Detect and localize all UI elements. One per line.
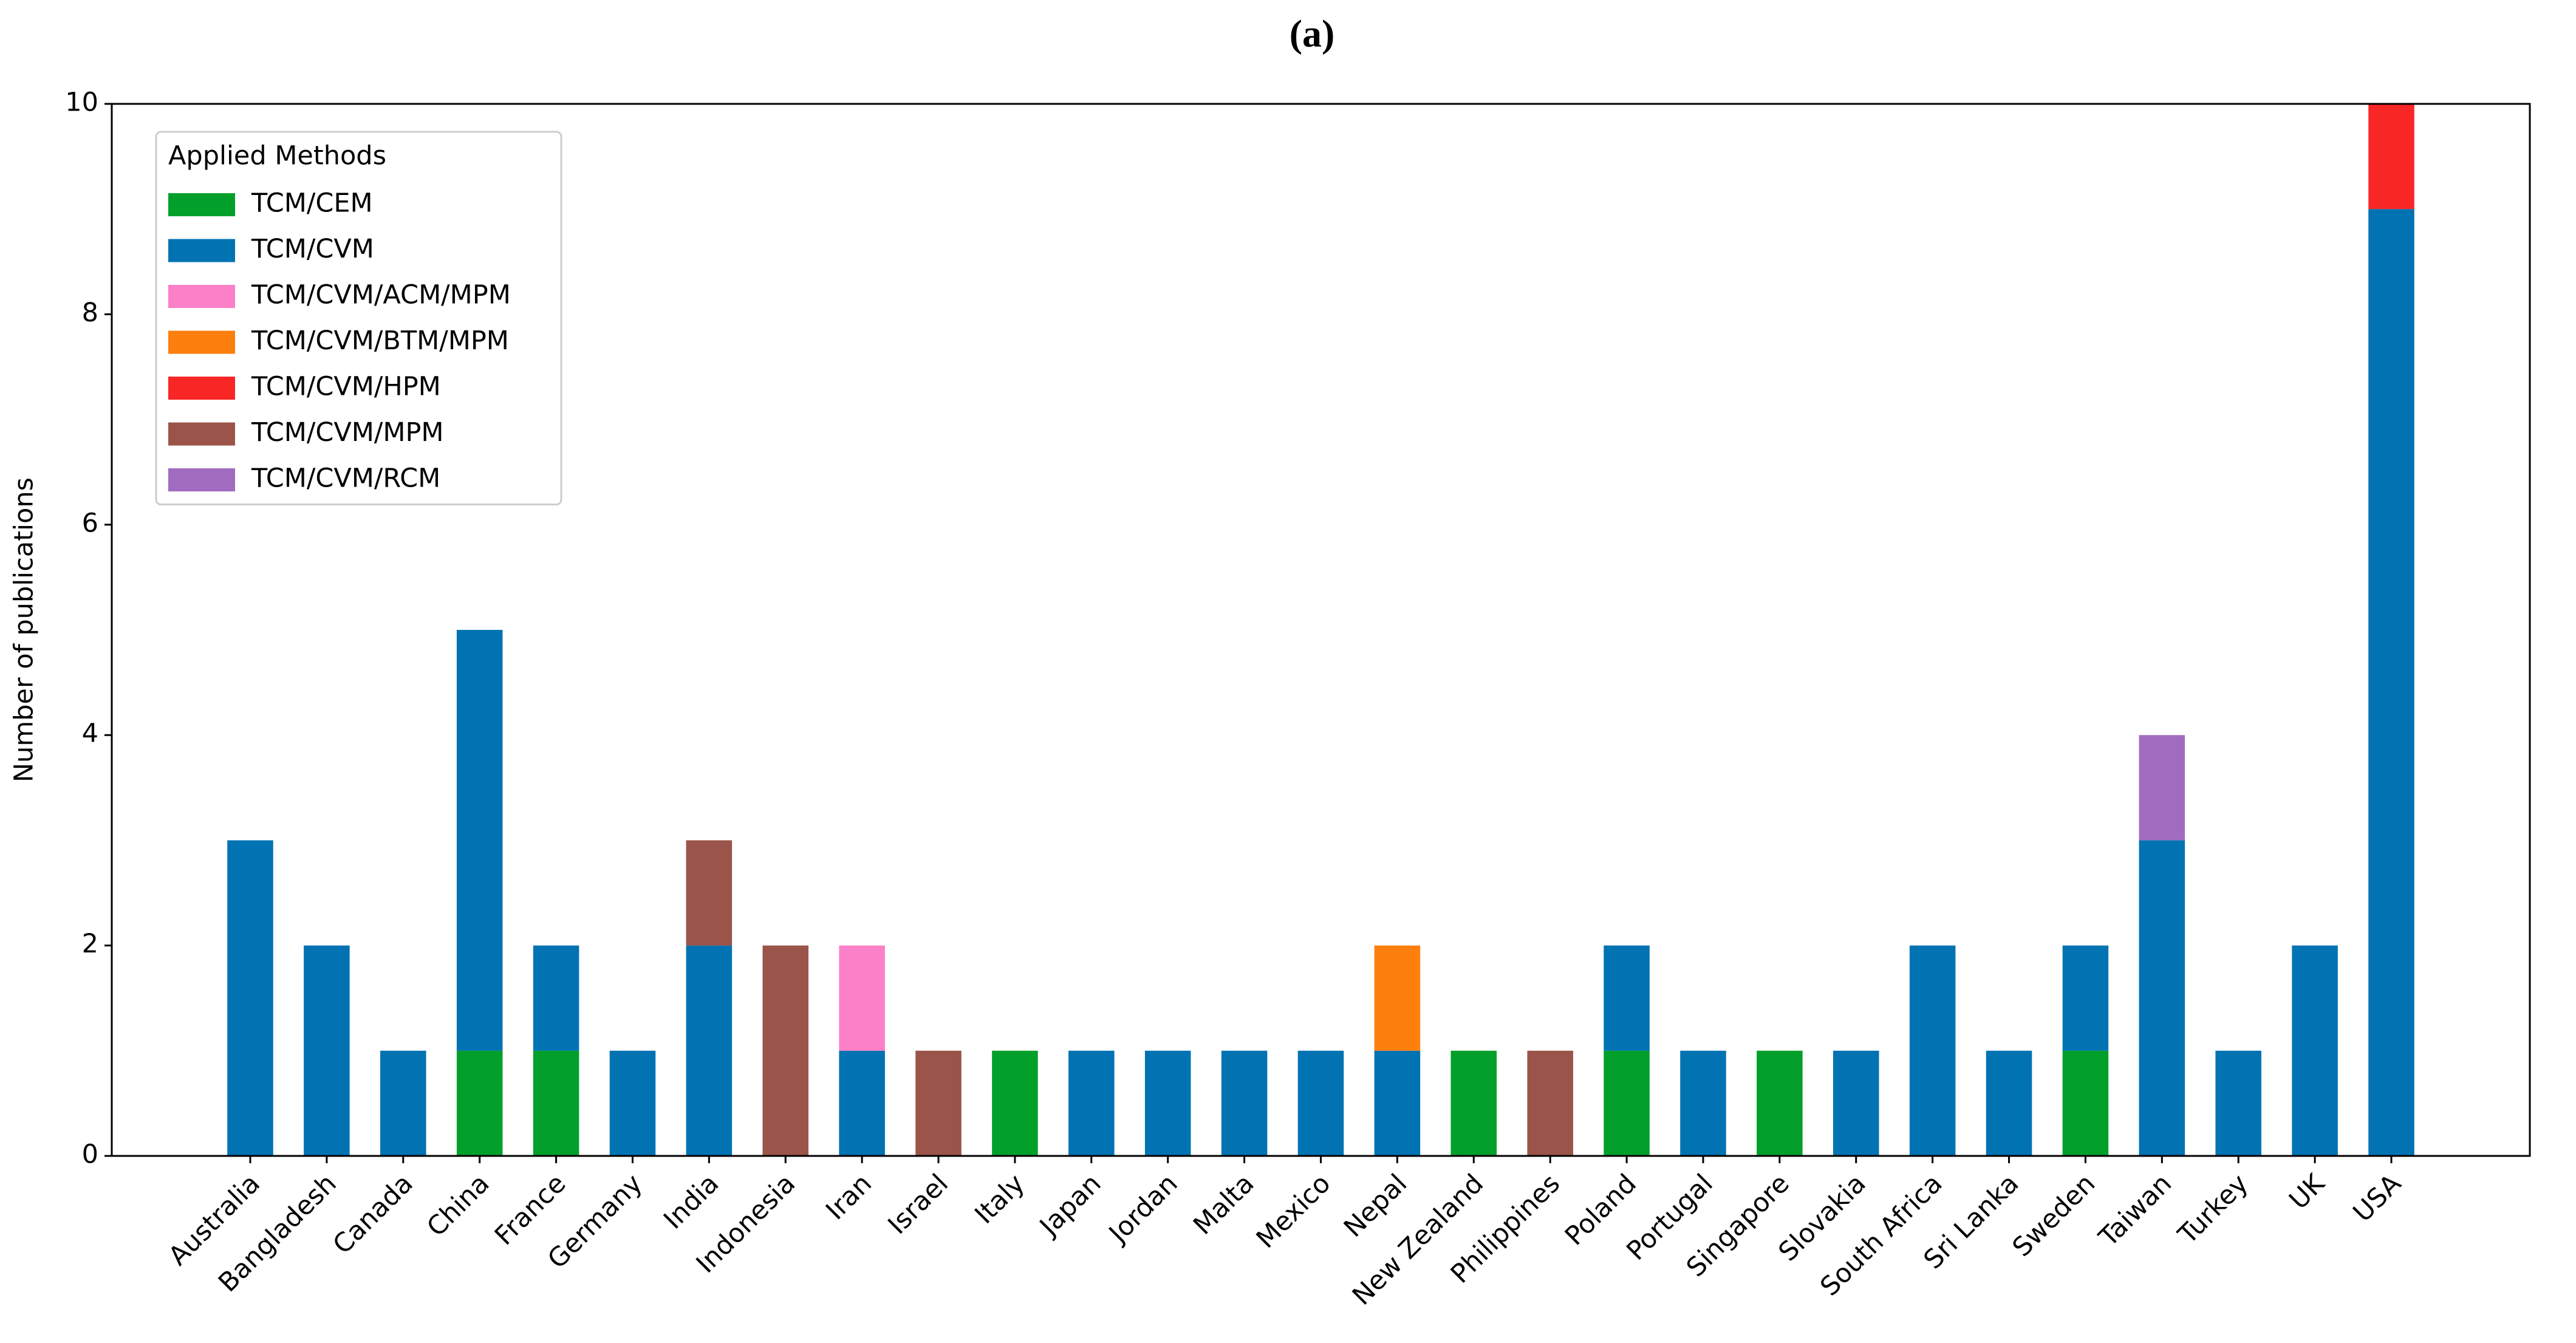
legend-swatch xyxy=(168,193,235,216)
bar-segment xyxy=(2139,735,2185,841)
x-tick-label: Iran xyxy=(820,1169,878,1226)
y-tick-label: 6 xyxy=(82,508,98,538)
x-tick-label: USA xyxy=(2348,1168,2408,1228)
legend-swatch xyxy=(168,330,235,354)
plot-frame xyxy=(111,103,2531,1157)
bar-segment xyxy=(915,1050,962,1156)
legend-box xyxy=(155,131,562,505)
y-tick-label: 4 xyxy=(82,719,98,749)
bar-segment xyxy=(839,1050,885,1156)
bar-segment xyxy=(1680,1050,1726,1156)
bar-segment xyxy=(992,1050,1038,1156)
x-tick-label: India xyxy=(658,1169,725,1235)
y-tick-label: 0 xyxy=(82,1140,98,1170)
legend-label: TCM/CVM/MPM xyxy=(251,417,444,448)
bar-segment xyxy=(1527,1050,1573,1156)
bar-segment xyxy=(533,945,579,1051)
bar-segment xyxy=(1374,1050,1421,1156)
bar-segment xyxy=(1986,1050,2032,1156)
legend-label: TCM/CVM xyxy=(251,234,374,264)
x-tick-label: Taiwan xyxy=(2093,1169,2178,1253)
x-tick-label: Turkey xyxy=(2172,1169,2254,1251)
legend-swatch xyxy=(168,468,235,491)
legend-label: TCM/CVM/ACM/MPM xyxy=(251,280,511,310)
bar-segment xyxy=(1604,945,1650,1051)
y-axis-label: Number of publications xyxy=(9,477,39,782)
bar-segment xyxy=(227,840,273,1156)
bar-segment xyxy=(2368,209,2414,1157)
legend-swatch xyxy=(168,285,235,308)
bar-segment xyxy=(533,1050,579,1156)
x-tick-label: New Zealand xyxy=(1347,1169,1489,1311)
legend-swatch xyxy=(168,377,235,400)
bar-segment xyxy=(1144,1050,1191,1156)
bar-segment xyxy=(456,1050,503,1156)
legend-swatch xyxy=(168,239,235,262)
bar-segment xyxy=(1374,945,1421,1051)
bar-segment xyxy=(2139,840,2185,1156)
bar-segment xyxy=(1757,1050,1803,1156)
bar-segment xyxy=(686,945,733,1156)
x-tick-label: Canada xyxy=(327,1169,419,1260)
x-tick-label: Malta xyxy=(1187,1169,1260,1241)
legend-label: TCM/CVM/RCM xyxy=(251,463,440,494)
bar-segment xyxy=(686,840,733,946)
y-tick-label: 10 xyxy=(65,87,98,118)
x-tick-label: China xyxy=(421,1169,495,1243)
bar-segment xyxy=(609,1050,656,1156)
bar-segment xyxy=(1909,945,1956,1156)
x-tick-label: Sweden xyxy=(2007,1169,2102,1263)
bar-segment xyxy=(1068,1050,1115,1156)
bar-segment xyxy=(1221,1050,1268,1156)
x-tick-label: Japan xyxy=(1033,1169,1107,1243)
bar-segment xyxy=(2062,945,2109,1051)
bar-segment xyxy=(304,945,350,1156)
legend-label: TCM/CEM xyxy=(251,188,373,219)
bar-segment xyxy=(1604,1050,1650,1156)
legend-label: TCM/CVM/HPM xyxy=(251,372,441,402)
y-tick-label: 2 xyxy=(82,929,98,959)
bar-segment xyxy=(1833,1050,1879,1156)
bar-segment xyxy=(2062,1050,2109,1156)
x-tick-label: Israel xyxy=(882,1169,954,1240)
y-tick-label: 8 xyxy=(82,298,98,328)
bar-segment xyxy=(456,630,503,1051)
legend-title: Applied Methods xyxy=(168,141,386,171)
x-tick-label: Nepal xyxy=(1338,1169,1413,1243)
bar-segment xyxy=(1450,1050,1497,1156)
bar-segment xyxy=(2215,1050,2261,1156)
legend-label: TCM/CVM/BTM/MPM xyxy=(251,326,509,356)
x-tick-label: Mexico xyxy=(1251,1169,1337,1255)
x-tick-label: Jordan xyxy=(1102,1169,1183,1250)
bar-segment xyxy=(1297,1050,1344,1156)
bar-segment xyxy=(2368,104,2414,210)
x-tick-label: UK xyxy=(2283,1167,2331,1215)
legend-swatch xyxy=(168,422,235,446)
chart-title: (a) xyxy=(1290,12,1335,55)
x-tick-label: Italy xyxy=(969,1169,1031,1230)
bar-segment xyxy=(839,945,885,1051)
bar-segment xyxy=(380,1050,426,1156)
bar-segment xyxy=(762,945,809,1156)
bar-segment xyxy=(2292,945,2338,1156)
